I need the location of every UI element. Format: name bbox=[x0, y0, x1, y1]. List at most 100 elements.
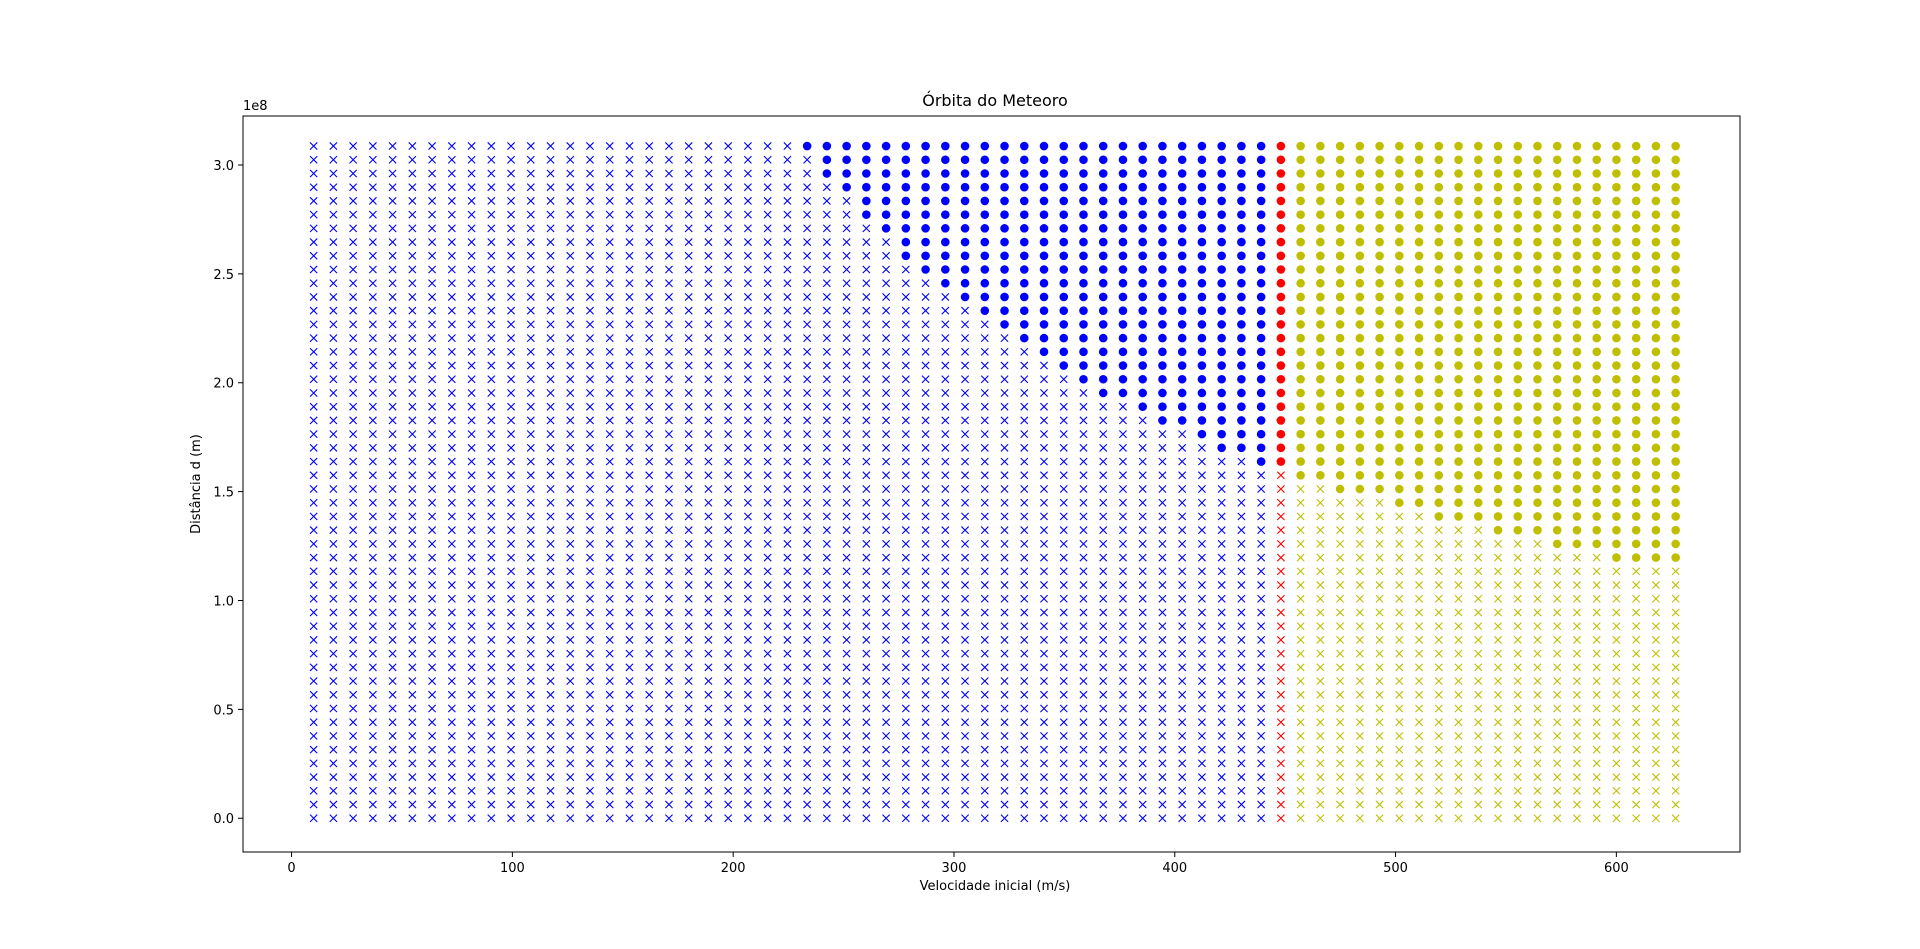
data-point-circle bbox=[1335, 155, 1345, 165]
data-point-circle bbox=[1237, 155, 1246, 165]
data-point-cross bbox=[1494, 759, 1502, 768]
data-point-cross bbox=[961, 567, 970, 576]
data-point-cross bbox=[368, 498, 377, 507]
data-point-cross bbox=[1217, 800, 1226, 809]
data-point-cross bbox=[487, 457, 496, 466]
data-point-cross bbox=[882, 759, 891, 768]
data-point-circle bbox=[1335, 169, 1345, 178]
data-point-cross bbox=[447, 320, 456, 329]
data-point-circle bbox=[1414, 429, 1424, 439]
data-point-cross bbox=[1553, 704, 1562, 713]
data-point-circle bbox=[1671, 155, 1680, 165]
data-point-cross bbox=[1632, 759, 1641, 768]
data-point-cross bbox=[882, 704, 891, 713]
data-point-cross bbox=[921, 622, 930, 631]
data-point-cross bbox=[842, 704, 851, 713]
data-point-circle bbox=[1158, 374, 1167, 384]
data-point-cross bbox=[901, 512, 910, 521]
data-point-cross bbox=[1553, 663, 1562, 672]
data-point-circle bbox=[1039, 292, 1049, 302]
data-point-cross bbox=[1316, 690, 1325, 699]
data-point-cross bbox=[921, 334, 930, 343]
data-point-cross bbox=[329, 553, 338, 562]
data-point-cross bbox=[1553, 731, 1562, 740]
data-point-cross bbox=[408, 814, 417, 823]
data-point-cross bbox=[1178, 704, 1187, 713]
data-point-cross bbox=[704, 279, 713, 288]
data-point-cross bbox=[1375, 690, 1384, 699]
data-point-cross bbox=[743, 512, 752, 521]
data-point-cross bbox=[941, 539, 950, 548]
data-point-cross bbox=[1336, 814, 1345, 823]
data-point-circle bbox=[1434, 196, 1444, 206]
data-point-cross bbox=[1118, 759, 1127, 768]
data-point-cross bbox=[428, 210, 437, 219]
data-point-cross bbox=[1533, 539, 1542, 548]
data-point-cross bbox=[763, 718, 772, 727]
data-point-cross bbox=[980, 690, 989, 699]
data-point-cross bbox=[664, 649, 673, 658]
data-point-cross bbox=[882, 485, 891, 493]
data-point-cross bbox=[605, 512, 614, 521]
data-point-circle bbox=[1256, 347, 1266, 357]
data-point-cross bbox=[901, 334, 910, 343]
data-point-circle bbox=[1671, 443, 1680, 453]
data-point-circle bbox=[1513, 512, 1523, 521]
data-point-cross bbox=[1632, 663, 1641, 672]
data-point-circle bbox=[1473, 141, 1483, 151]
data-point-cross bbox=[526, 567, 535, 576]
data-point-circle bbox=[1651, 498, 1661, 508]
data-point-cross bbox=[1336, 759, 1345, 768]
data-point-cross bbox=[507, 800, 516, 809]
data-point-circle bbox=[1395, 498, 1404, 508]
data-point-cross bbox=[1651, 581, 1660, 590]
data-point-cross bbox=[625, 814, 634, 823]
data-point-circle bbox=[1651, 265, 1661, 274]
data-point-cross bbox=[1000, 786, 1009, 795]
data-point-cross bbox=[388, 196, 397, 205]
data-point-cross bbox=[684, 388, 693, 397]
data-point-cross bbox=[388, 292, 397, 301]
data-point-cross bbox=[368, 361, 377, 370]
data-point-circle bbox=[1631, 292, 1641, 302]
data-point-cross bbox=[1178, 553, 1187, 562]
data-point-cross bbox=[1415, 677, 1424, 686]
data-point-cross bbox=[961, 594, 970, 603]
data-point-cross bbox=[1000, 361, 1009, 370]
data-point-cross bbox=[1020, 773, 1029, 782]
data-point-cross bbox=[507, 690, 516, 699]
data-point-cross bbox=[1276, 498, 1285, 507]
data-point-cross bbox=[704, 512, 713, 521]
data-point-circle bbox=[1118, 237, 1128, 247]
data-point-cross bbox=[1494, 718, 1502, 727]
data-point-cross bbox=[1197, 649, 1206, 658]
data-point-cross bbox=[1059, 581, 1068, 590]
data-point-cross bbox=[1276, 608, 1285, 617]
data-point-cross bbox=[526, 306, 535, 315]
data-point-cross bbox=[704, 800, 713, 809]
data-point-cross bbox=[1671, 759, 1680, 768]
data-point-cross bbox=[487, 553, 496, 562]
data-point-cross bbox=[309, 539, 318, 548]
data-point-cross bbox=[1118, 402, 1127, 411]
data-point-cross bbox=[507, 773, 516, 782]
data-point-circle bbox=[1612, 525, 1621, 535]
data-point-cross bbox=[428, 704, 437, 713]
data-point-cross bbox=[368, 718, 377, 727]
data-point-cross bbox=[1118, 704, 1127, 713]
data-point-cross bbox=[487, 471, 496, 480]
data-point-cross bbox=[1237, 526, 1246, 535]
data-point-cross bbox=[724, 759, 733, 768]
data-point-circle bbox=[1316, 429, 1325, 439]
data-point-cross bbox=[467, 347, 476, 356]
data-point-circle bbox=[1473, 224, 1483, 233]
data-point-cross bbox=[566, 265, 575, 274]
data-point-cross bbox=[487, 265, 496, 274]
data-point-cross bbox=[368, 663, 377, 672]
data-point-cross bbox=[526, 512, 535, 521]
data-point-circle bbox=[1612, 443, 1621, 453]
data-point-cross bbox=[684, 306, 693, 315]
data-point-cross bbox=[743, 526, 752, 535]
data-point-cross bbox=[526, 238, 535, 247]
data-point-circle bbox=[1355, 388, 1365, 398]
